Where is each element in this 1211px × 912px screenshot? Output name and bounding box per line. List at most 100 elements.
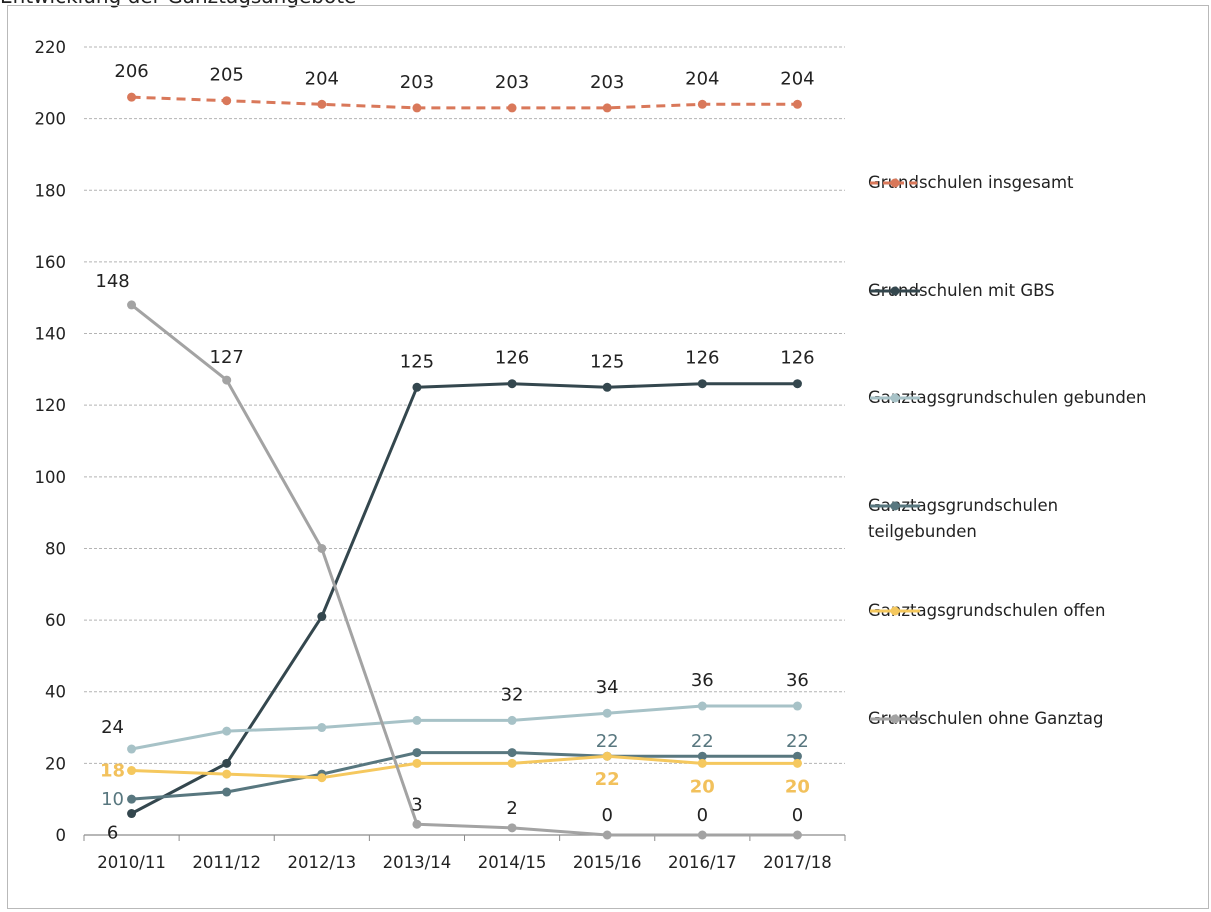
y-tick-label: 100 (35, 468, 67, 487)
data-point (317, 543, 327, 553)
data-label: 24 (101, 717, 124, 738)
data-label: 22 (595, 769, 620, 790)
legend-label: Ganztagsgrundschulen gebunden (868, 388, 1147, 407)
chart-caption: Entwicklung der Ganztagsangebote (0, 0, 356, 8)
data-point (317, 612, 327, 622)
data-point (317, 723, 327, 733)
data-label: 206 (114, 61, 148, 82)
data-label: 125 (590, 351, 624, 372)
legend-item-5: Grundschulen ohne Ganztag (868, 706, 1148, 732)
data-point (792, 99, 802, 109)
data-label: 18 (100, 761, 125, 782)
legend-label: Ganztagsgrundschulen teilgebunden (868, 496, 1059, 541)
y-tick-label: 60 (45, 611, 66, 630)
gridlines (84, 46, 845, 764)
data-label: 36 (786, 670, 809, 691)
data-point (412, 103, 422, 113)
chart-frame (7, 5, 1209, 909)
data-label: 34 (596, 677, 619, 698)
data-point (697, 99, 707, 109)
data-point (412, 748, 422, 758)
series-line-3 (131, 751, 798, 801)
legend-swatch (870, 501, 920, 511)
data-label: 126 (685, 348, 719, 369)
legend: Grundschulen insgesamt Grundschulen mit G… (868, 0, 1208, 912)
data-point (222, 375, 232, 385)
data-label: 125 (400, 351, 434, 372)
legend-swatch (870, 286, 920, 296)
data-label: 0 (601, 805, 612, 826)
x-tick-label: 2015/16 (573, 853, 642, 872)
legend-item-4: Ganztagsgrundschulen offen (868, 598, 1148, 624)
data-point (792, 751, 802, 761)
data-point (507, 103, 517, 113)
data-point (602, 708, 612, 718)
y-tick-label: 140 (35, 325, 67, 344)
data-point (127, 766, 137, 776)
data-label: 22 (786, 731, 809, 752)
data-point (602, 830, 612, 840)
data-point (507, 715, 517, 725)
series-line-1 (130, 382, 798, 815)
legend-label: Grundschulen insgesamt (868, 173, 1074, 192)
data-point (792, 701, 802, 711)
data-point (412, 819, 422, 829)
data-point (792, 379, 802, 389)
data-point (507, 758, 517, 768)
data-point (317, 773, 327, 783)
y-tick-label: 160 (35, 253, 67, 272)
data-point (697, 758, 707, 768)
data-point (412, 382, 422, 392)
data-point (507, 748, 517, 758)
data-label: 6 (107, 823, 118, 844)
data-label: 32 (501, 684, 524, 705)
y-tick-label: 0 (56, 826, 67, 845)
legend-item-3: Ganztagsgrundschulen teilgebunden (868, 493, 1148, 545)
series-line-5 (130, 303, 798, 837)
data-label: 2 (506, 798, 517, 819)
x-tick-label: 2011/12 (192, 853, 261, 872)
y-tick-label: 200 (35, 110, 67, 129)
data-point (412, 715, 422, 725)
data-point (792, 830, 802, 840)
data-label: 22 (691, 731, 714, 752)
data-label: 126 (780, 348, 814, 369)
legend-swatch (870, 393, 920, 403)
data-point (412, 758, 422, 768)
data-point (222, 726, 232, 736)
data-label: 20 (785, 776, 810, 797)
data-point (697, 379, 707, 389)
legend-label: Grundschulen mit GBS (868, 281, 1055, 300)
data-label: 0 (697, 805, 708, 826)
data-point (792, 758, 802, 768)
series-lines (127, 92, 802, 840)
data-point (602, 382, 612, 392)
data-point (317, 99, 327, 109)
data-point (127, 92, 137, 102)
x-tick-label: 2013/14 (383, 853, 452, 872)
data-point (222, 96, 232, 106)
data-label: 0 (792, 805, 803, 826)
x-tick-label: 2010/11 (97, 853, 166, 872)
legend-swatch (870, 178, 920, 188)
data-label: 10 (101, 789, 124, 810)
legend-swatch (870, 714, 920, 724)
data-label: 127 (210, 347, 244, 368)
y-tick-label: 120 (35, 396, 67, 415)
data-point (222, 758, 232, 768)
data-point (507, 379, 517, 389)
data-point (127, 809, 137, 819)
data-point (602, 103, 612, 113)
data-point (697, 830, 707, 840)
data-point (697, 701, 707, 711)
y-tick-label: 40 (45, 683, 66, 702)
data-label: 20 (690, 776, 715, 797)
series-line-2 (131, 704, 798, 751)
legend-item-2: Ganztagsgrundschulen gebunden (868, 385, 1148, 411)
data-point (222, 769, 232, 779)
data-label: 203 (495, 72, 529, 93)
data-label: 36 (691, 670, 714, 691)
data-point (602, 751, 612, 761)
